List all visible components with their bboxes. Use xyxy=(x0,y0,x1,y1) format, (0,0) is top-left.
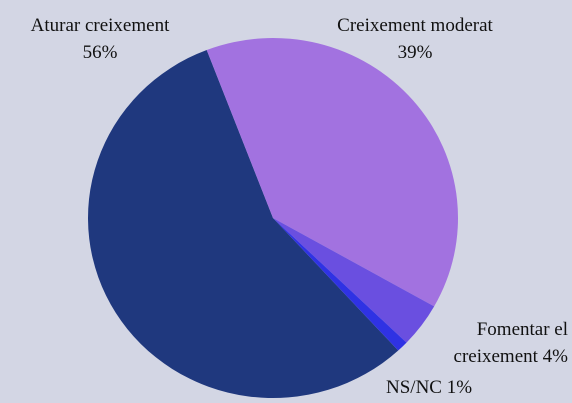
value-label: 39% xyxy=(397,42,433,63)
pie-slice xyxy=(273,218,407,351)
pie-slice xyxy=(206,38,459,307)
slice-label: Aturar creixement 56% xyxy=(0,12,200,66)
slice-label: NS/NC 1% xyxy=(386,374,472,401)
value-label: 56% xyxy=(82,42,118,63)
category-label: Fomentar el creixement xyxy=(453,319,568,367)
value-label: 4% xyxy=(542,346,568,367)
category-label: NS/NC xyxy=(386,377,442,398)
pie-slice xyxy=(273,218,435,343)
pie-slice xyxy=(87,49,399,398)
value-label: 1% xyxy=(446,377,473,398)
category-label: Aturar creixement xyxy=(30,15,170,36)
category-label: Creixement moderat xyxy=(337,15,493,36)
slice-label: Fomentar el creixement 4% xyxy=(420,316,568,370)
slice-label: Creixement moderat 39% xyxy=(305,12,525,66)
